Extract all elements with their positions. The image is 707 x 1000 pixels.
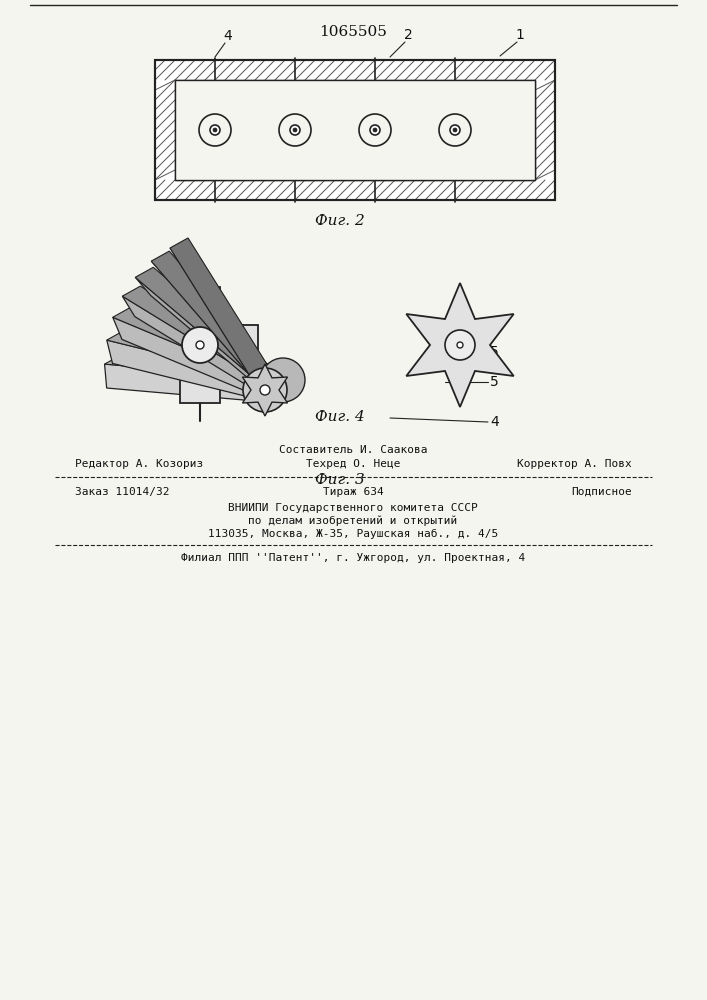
Polygon shape (105, 364, 266, 402)
Text: 5: 5 (490, 345, 498, 359)
Circle shape (293, 128, 297, 132)
Circle shape (290, 125, 300, 135)
Polygon shape (112, 317, 269, 401)
Circle shape (243, 368, 287, 412)
Text: 1065505: 1065505 (319, 25, 387, 39)
Text: Фиг. 2: Фиг. 2 (315, 214, 365, 228)
Text: Тираж 634: Тираж 634 (322, 487, 383, 497)
Circle shape (213, 128, 217, 132)
Circle shape (196, 341, 204, 349)
Polygon shape (151, 251, 274, 382)
Text: Фиг. 3: Фиг. 3 (315, 473, 365, 487)
Circle shape (373, 128, 377, 132)
Circle shape (210, 125, 220, 135)
Text: ВНИИПИ Государственного комитета СССР: ВНИИПИ Государственного комитета СССР (228, 503, 478, 513)
Polygon shape (107, 340, 268, 402)
Polygon shape (135, 277, 273, 399)
Polygon shape (175, 80, 535, 180)
Text: 1: 1 (515, 28, 525, 42)
Text: Заказ 11014/32: Заказ 11014/32 (75, 487, 170, 497)
Polygon shape (142, 287, 258, 403)
Text: Техред О. Неце: Техред О. Неце (305, 459, 400, 469)
Text: Фиг. 4: Фиг. 4 (315, 410, 365, 424)
Text: 2: 2 (404, 28, 412, 42)
Text: 113035, Москва, Ж-35, Раушская наб., д. 4/5: 113035, Москва, Ж-35, Раушская наб., д. … (208, 529, 498, 539)
Text: Редактор А. Козориз: Редактор А. Козориз (75, 459, 203, 469)
Polygon shape (112, 307, 279, 379)
Circle shape (261, 358, 305, 402)
Polygon shape (243, 364, 288, 416)
Text: Корректор А. Повх: Корректор А. Повх (518, 459, 632, 469)
Text: 5: 5 (490, 375, 498, 389)
Text: 4: 4 (490, 415, 498, 429)
Circle shape (453, 128, 457, 132)
Polygon shape (170, 248, 275, 396)
Polygon shape (151, 261, 274, 398)
Polygon shape (407, 283, 514, 407)
Text: 4: 4 (223, 29, 233, 43)
Text: Подписное: Подписное (571, 487, 632, 497)
Polygon shape (122, 286, 276, 380)
Polygon shape (170, 238, 273, 384)
Polygon shape (135, 267, 275, 381)
Text: Составитель И. Саакова: Составитель И. Саакова (279, 445, 427, 455)
Polygon shape (122, 296, 271, 400)
Circle shape (457, 342, 463, 348)
Circle shape (445, 330, 475, 360)
Polygon shape (155, 60, 555, 200)
Polygon shape (105, 354, 282, 378)
Circle shape (370, 125, 380, 135)
Text: по делам изобретений и открытий: по делам изобретений и открытий (248, 516, 457, 526)
Circle shape (182, 327, 218, 363)
Polygon shape (107, 330, 280, 378)
Circle shape (260, 385, 270, 395)
Text: Филиал ППП ''Патент'', г. Ужгород, ул. Проектная, 4: Филиал ППП ''Патент'', г. Ужгород, ул. П… (181, 553, 525, 563)
Circle shape (450, 125, 460, 135)
